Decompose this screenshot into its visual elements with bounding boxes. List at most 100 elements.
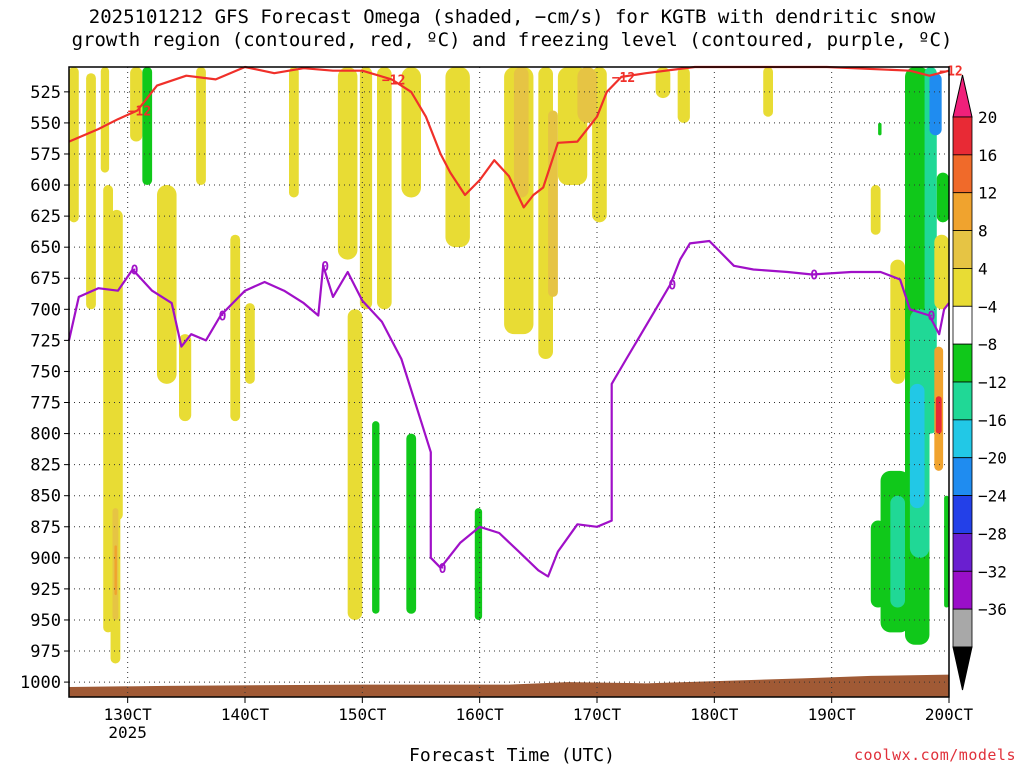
omega-region-1 [86, 73, 96, 310]
freezing-level-contour-label-1: 0 [219, 310, 227, 325]
x-tick-label-0: 130CT [104, 705, 153, 724]
y-tick-label-8: 725 [30, 331, 61, 351]
omega-region-33 [677, 67, 690, 123]
colorbar-label-0: 20 [978, 108, 997, 127]
omega-region-46 [929, 73, 942, 136]
y-tick-label-0: 525 [30, 83, 61, 103]
y-tick-label-18: 975 [30, 642, 61, 662]
colorbar-label-7: −12 [978, 373, 1007, 392]
omega-region-18 [359, 67, 373, 310]
colorbar-label-4: 4 [978, 259, 988, 278]
x-tick-label-5: 180CT [690, 705, 739, 724]
colorbar-swatch-13 [952, 608, 973, 648]
omega-region-11 [179, 334, 192, 422]
colorbar-swatch-3 [952, 230, 973, 269]
omega-region-36 [878, 122, 882, 136]
omega-region-9 [142, 67, 153, 186]
colorbar-label-1: 16 [978, 146, 997, 165]
omega-region-14 [245, 303, 255, 384]
colorbar-label-13: −36 [978, 600, 1007, 619]
omega-region-17 [347, 309, 363, 620]
y-tick-label-15: 900 [30, 549, 61, 569]
x-tick-label-2: 150CT [338, 705, 387, 724]
y-tick-label-14: 875 [30, 518, 61, 538]
x-year-label: 2025 [108, 723, 147, 742]
omega-region-37 [890, 259, 905, 384]
y-tick-label-17: 950 [30, 611, 61, 631]
colorbar-swatch-7 [952, 381, 973, 421]
contour-lines: 0 0 0 0 0 0 0 −12 −12 −12 −12 [67, 65, 963, 578]
omega-region-26 [513, 67, 529, 198]
freezing-level-contour-label-3: 0 [439, 562, 447, 577]
chart-title: 2025101212 GFS Forecast Omega (shaded, −… [71, 6, 953, 51]
y-tick-label-3: 600 [30, 176, 61, 196]
colorbar-swatch-11 [952, 533, 973, 572]
terrain-surface [69, 674, 949, 697]
dendritic-minus12-contour-label-3: −12 [939, 65, 962, 80]
axes: 525 550 575 600 625 650 675 700 725 750 775 800 825 8… [20, 66, 974, 742]
colorbar-swatch-12 [952, 570, 973, 610]
omega-region-10 [157, 185, 177, 384]
freezing-level-contour-label-6: 0 [928, 310, 936, 325]
omega-region-19 [377, 67, 392, 310]
omega-region-47 [936, 172, 949, 223]
y-tick-label-9: 750 [30, 362, 61, 382]
y-tick-label-12: 825 [30, 456, 61, 476]
colorbar-bottom-arrow [952, 646, 973, 691]
plot-frame [68, 66, 950, 698]
omega-region-23 [445, 67, 470, 248]
colorbar-swatch-2 [952, 192, 973, 231]
colorbar-label-5: −4 [978, 297, 997, 316]
y-tick-label-13: 850 [30, 487, 61, 507]
colorbar-swatch-0 [952, 116, 973, 156]
colorbar-swatch-6 [952, 343, 973, 383]
omega-region-20 [372, 421, 380, 614]
colorbar: 20 16 12 8 4 −4 −8 −12 −16 −20 −24 −28 −32 −36 [952, 74, 1007, 691]
freezing-level-contour [67, 239, 950, 578]
omega-region-43 [909, 383, 925, 509]
x-tick-label-4: 170CT [573, 705, 622, 724]
omega-region-50 [935, 396, 942, 434]
omega-region-35 [870, 185, 881, 235]
colorbar-swatch-8 [952, 419, 973, 459]
freezing-level-contour-label-5: 0 [810, 269, 818, 284]
colorbar-label-2: 12 [978, 184, 997, 203]
omega-region-48 [934, 234, 949, 310]
omega-shaded-regions [69, 67, 949, 664]
dotted-grid [69, 67, 949, 697]
y-tick-label-5: 650 [30, 238, 61, 258]
omega-region-13 [230, 234, 241, 422]
omega-region-40 [890, 495, 905, 608]
y-tick-label-16: 925 [30, 580, 61, 600]
omega-region-0 [69, 67, 79, 223]
credit-link[interactable]: coolwx.com/models [853, 746, 1016, 764]
omega-region-2 [100, 67, 110, 173]
y-tick-label-11: 800 [30, 425, 61, 445]
freezing-level-contour-label-0: 0 [131, 264, 139, 279]
omega-region-24 [474, 508, 483, 620]
dendritic-minus12-contour-label-2: −12 [612, 71, 635, 86]
x-tick-label-3: 160CT [456, 705, 505, 724]
x-tick-label-1: 140CT [221, 705, 270, 724]
colorbar-swatch-9 [952, 457, 973, 496]
x-tick-label-7: 200CT [925, 705, 974, 724]
dendritic-minus12-contour [68, 65, 950, 209]
x-tick-label-6: 190CT [808, 705, 857, 724]
colorbar-top-arrow [952, 74, 973, 118]
colorbar-swatch-4 [952, 268, 973, 307]
colorbar-swatch-5 [952, 305, 973, 345]
y-tick-label-10: 775 [30, 394, 61, 414]
dendritic-minus12-contour-label-0: −12 [128, 104, 151, 119]
omega-region-51 [944, 495, 949, 608]
freezing-level-contour-label-2: 0 [321, 260, 329, 275]
colorbar-label-9: −20 [978, 449, 1007, 468]
omega-region-4 [110, 209, 123, 521]
colorbar-label-12: −32 [978, 562, 1007, 581]
omega-region-34 [763, 67, 773, 117]
colorbar-label-11: −28 [978, 524, 1007, 543]
y-tick-label-1: 550 [30, 114, 61, 134]
colorbar-label-3: 8 [978, 222, 988, 241]
freezing-level-contour-label-4: 0 [668, 278, 676, 293]
colorbar-swatch-1 [952, 154, 973, 194]
